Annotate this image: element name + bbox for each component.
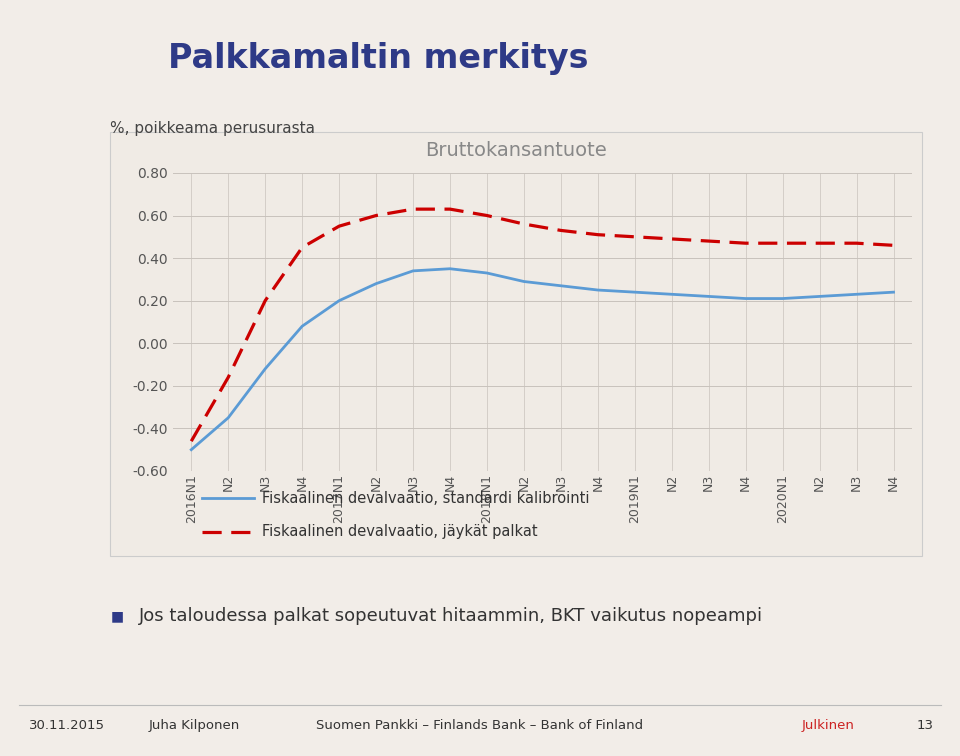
- Text: Fiskaalinen devalvaatio, jäykät palkat: Fiskaalinen devalvaatio, jäykät palkat: [262, 525, 538, 540]
- Text: Palkkamaltin merkitys: Palkkamaltin merkitys: [168, 42, 588, 75]
- Text: Julkinen: Julkinen: [802, 719, 854, 733]
- Text: Jos taloudessa palkat sopeutuvat hitaammin, BKT vaikutus nopeampi: Jos taloudessa palkat sopeutuvat hitaamm…: [139, 607, 763, 625]
- Text: %, poikkeama perusurasta: %, poikkeama perusurasta: [110, 121, 316, 136]
- Text: ■: ■: [110, 609, 124, 623]
- Text: Juha Kilponen: Juha Kilponen: [149, 719, 240, 733]
- Text: 30.11.2015: 30.11.2015: [29, 719, 105, 733]
- Text: Fiskaalinen devalvaatio, standardi kalibrointi: Fiskaalinen devalvaatio, standardi kalib…: [262, 491, 589, 506]
- Text: Suomen Pankki – Finlands Bank – Bank of Finland: Suomen Pankki – Finlands Bank – Bank of …: [317, 719, 643, 733]
- Text: Bruttokansantuote: Bruttokansantuote: [425, 141, 607, 160]
- Text: 13: 13: [917, 719, 934, 733]
